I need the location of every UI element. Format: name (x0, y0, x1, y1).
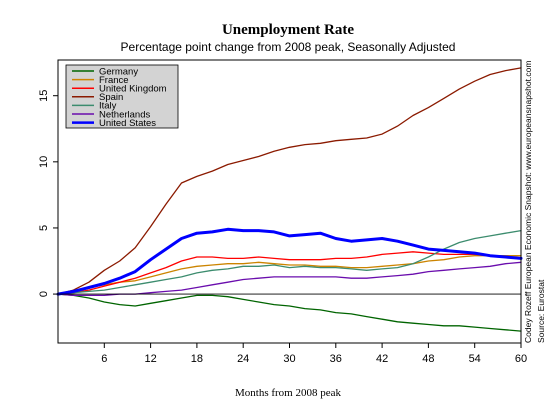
legend-label-spain: Spain (99, 92, 123, 103)
legend-label-france: France (99, 75, 129, 86)
x-tick-label: 30 (283, 353, 295, 365)
plot-frame (57, 59, 522, 344)
x-tick-label: 36 (330, 353, 342, 365)
x-axis-label: Months from 2008 peak (235, 387, 342, 399)
y-tick-label: 5 (38, 225, 50, 231)
y-axis: 0 5 10 15 (38, 90, 58, 297)
legend-label-united-kingdom: United Kingdom (99, 84, 167, 95)
x-tick-label: 18 (191, 353, 203, 365)
x-tick-label: 60 (515, 353, 527, 365)
legend-label-united-states: United States (99, 118, 156, 129)
legend-label-netherlands: Netherlands (99, 109, 150, 120)
x-tick-label: 42 (376, 353, 388, 365)
x-tick-label: 6 (101, 353, 107, 365)
x-tick-label: 12 (144, 353, 156, 365)
y-tick-label: 0 (38, 291, 50, 297)
x-tick-label: 24 (237, 353, 249, 365)
chart-title: Unemployment Rate (222, 22, 354, 38)
x-axis: 6 12 18 24 30 36 42 48 54 60 (101, 343, 527, 365)
series-line-united-kingdom (57, 251, 522, 295)
y-tick-label: 10 (38, 156, 50, 168)
x-tick-label: 48 (422, 353, 434, 365)
chart-subtitle: Percentage point change from 2008 peak, … (121, 40, 456, 54)
legend-label-germany: Germany (99, 66, 138, 77)
series-line-united-states (56, 227, 523, 296)
series-line-france (57, 255, 522, 295)
x-tick-label: 54 (469, 353, 481, 365)
series-line-spain (57, 67, 522, 295)
series-line-germany (57, 293, 522, 332)
attribution-note: Codey Rozeff European Economic Snapshot:… (523, 61, 533, 343)
series-line-italy (57, 229, 522, 295)
y-tick-label: 15 (38, 90, 50, 102)
source-note: Source: Eurostat (536, 279, 546, 343)
legend-label-italy: Italy (99, 101, 117, 112)
